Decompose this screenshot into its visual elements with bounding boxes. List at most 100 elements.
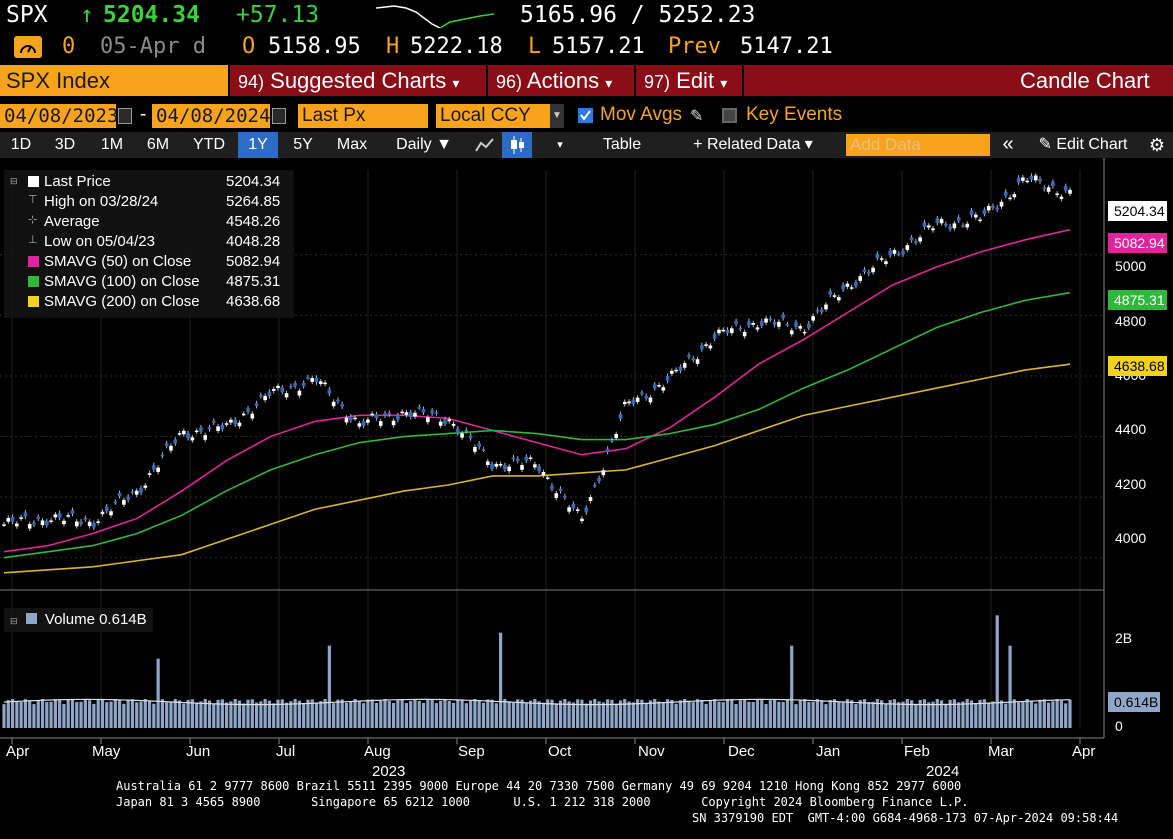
candle-body [537, 466, 541, 472]
candle-body [704, 344, 708, 346]
key-events-label[interactable]: Key Events [746, 104, 843, 125]
gear-icon[interactable]: ⚙ [1148, 135, 1166, 155]
volume-bar [391, 703, 396, 728]
volume-bar [601, 702, 605, 728]
range-5y[interactable]: 5Y [293, 136, 313, 153]
suggested-charts-menu[interactable]: 94) Suggested Charts ▾ [238, 68, 460, 93]
currency-select[interactable]: Local CCY [436, 104, 550, 128]
volume-bar [92, 703, 96, 728]
volume-bar [370, 699, 374, 728]
volume-bar [670, 699, 674, 728]
range-max[interactable]: Max [336, 136, 368, 153]
related-data-menu[interactable]: + Related Data ▾ [693, 136, 813, 153]
table-button[interactable]: Table [602, 136, 642, 153]
collapse-legend-icon[interactable]: ⊟ [10, 176, 18, 186]
range-1m[interactable]: 1M [100, 136, 124, 153]
candle-body [768, 318, 773, 321]
candle-body [246, 408, 250, 412]
end-date-input[interactable]: 04/08/2024 [152, 104, 270, 128]
volume-bar [541, 702, 546, 728]
mov-avgs-label[interactable]: Mov Avgs [600, 104, 683, 125]
volume-bar [815, 699, 820, 728]
y-tick: 4400 [1115, 421, 1147, 437]
candle-body [177, 433, 182, 435]
candle-body [914, 241, 918, 244]
volume-bar [802, 699, 807, 728]
candle-chart-icon[interactable] [502, 132, 532, 158]
y-tick: 4000 [1115, 530, 1147, 546]
volume-bar [105, 702, 109, 728]
candle-body [104, 506, 109, 512]
start-date-input[interactable]: 04/08/2023 [0, 104, 118, 128]
pencil-icon[interactable]: ✎ [690, 108, 704, 125]
volume-bar [276, 699, 280, 728]
candle-body [451, 423, 456, 426]
calendar-icon[interactable] [272, 108, 286, 124]
volume-bar [404, 703, 409, 728]
volume-bar [974, 703, 978, 728]
line-chart-icon[interactable] [470, 132, 500, 158]
candle-body [464, 429, 469, 432]
price-field-select[interactable]: Last Px [298, 104, 428, 128]
volume-bar [678, 700, 683, 728]
candle-body [558, 488, 563, 492]
volume-bar [135, 702, 139, 728]
calendar-icon[interactable] [118, 108, 132, 124]
volume-bar [6, 700, 10, 728]
edit-chart-button[interactable]: ✎ Edit Chart [1038, 136, 1128, 153]
candle-body [717, 329, 721, 334]
candle-body [430, 410, 434, 414]
volume-bar [469, 700, 473, 728]
volume-bar [417, 700, 421, 728]
range-ytd[interactable]: YTD [193, 136, 225, 153]
volume-bar [96, 699, 100, 728]
range-1d[interactable]: 1D [10, 136, 32, 153]
frequency-select[interactable]: Daily ▼ [396, 136, 452, 153]
collapse-icon[interactable]: « [1002, 133, 1014, 155]
key-events-checkbox[interactable] [722, 108, 737, 123]
candle-body [233, 419, 237, 425]
volume-bar [597, 701, 601, 728]
volume-bar [250, 699, 254, 728]
volume-bar [533, 698, 537, 728]
collapse-legend-icon[interactable]: ⊟ [10, 616, 18, 626]
volume-bar [755, 699, 760, 728]
volume-bar [507, 701, 511, 728]
volume-bar [832, 699, 837, 728]
candle-body [374, 414, 379, 419]
volume-bar [340, 699, 344, 728]
candle-body [841, 284, 845, 290]
candle-body [122, 499, 126, 505]
candle-body [259, 394, 263, 397]
candle-body [648, 397, 653, 403]
volume-bar [233, 698, 237, 728]
volume-bar [571, 702, 575, 728]
range-1y[interactable]: 1Y [238, 132, 278, 158]
year-label: 2024 [926, 763, 960, 780]
add-data-input[interactable]: Add Data [846, 134, 990, 156]
chevron-down-icon[interactable]: ▾ [557, 139, 563, 151]
security-field[interactable]: SPX Index [0, 65, 228, 96]
candle-body [241, 413, 246, 416]
actions-menu[interactable]: 96) Actions ▾ [496, 68, 613, 93]
mov-avgs-checkbox[interactable] [578, 108, 593, 123]
volume-bar [40, 699, 45, 728]
candle-body [109, 511, 113, 516]
candle-body [1012, 194, 1017, 198]
alert-flag-icon[interactable] [14, 36, 42, 58]
legend-row-last-price: Last Price 5204.34 [4, 172, 294, 192]
candle-body [545, 477, 550, 479]
candle-body [473, 446, 477, 452]
candle-body [785, 324, 790, 326]
edit-menu[interactable]: 97) Edit ▾ [644, 68, 728, 93]
candle-body [1055, 193, 1059, 196]
range-3d[interactable]: 3D [54, 136, 76, 153]
chevron-down-icon[interactable]: ▼ [550, 104, 564, 128]
volume-bar [220, 699, 224, 728]
candle-body [503, 465, 507, 470]
y-tick: 5000 [1115, 258, 1147, 274]
volume-bar [807, 701, 811, 728]
range-6m[interactable]: 6M [146, 136, 170, 153]
volume-bar [19, 701, 23, 728]
candle-body [182, 430, 186, 435]
